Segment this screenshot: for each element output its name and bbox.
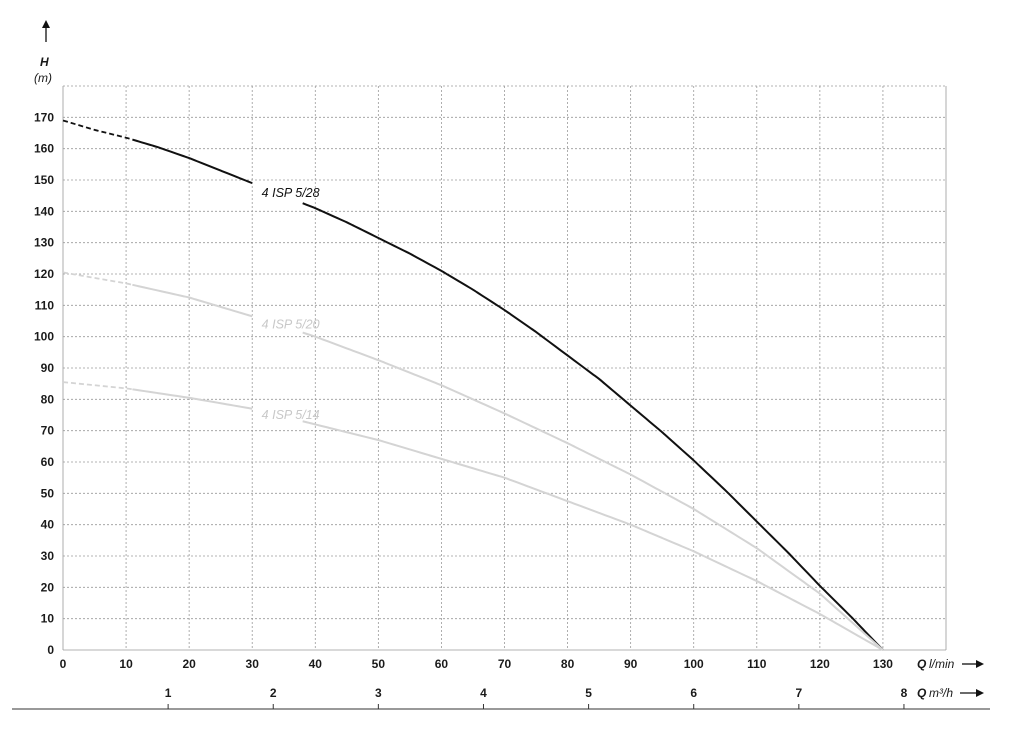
curves xyxy=(62,119,884,651)
y-axis-title: H (m) xyxy=(34,20,52,85)
x2-tick-label: 8 xyxy=(901,686,908,700)
x2-tick-label: 6 xyxy=(690,686,697,700)
series-label: 4 ISP 5/28 xyxy=(262,186,320,200)
x2-axis-ticks: 1 2 3 4 5 6 7 8 xyxy=(165,686,908,709)
y-tick-label: 50 xyxy=(41,486,55,500)
x2-tick-label: 4 xyxy=(480,686,487,700)
series-line-dashed xyxy=(62,271,133,286)
y-tick-label: 30 xyxy=(41,549,55,563)
y-axis-label: H xyxy=(40,55,49,69)
series-label: 4 ISP 5/20 xyxy=(262,317,320,331)
x-tick-label: 30 xyxy=(246,657,260,671)
x2-tick-label: 2 xyxy=(270,686,277,700)
y-tick-label: 80 xyxy=(41,392,55,406)
x2-tick-label: 5 xyxy=(585,686,592,700)
y-tick-label: 170 xyxy=(34,110,54,124)
series-label: 4 ISP 5/14 xyxy=(262,408,320,422)
series-line-dashed xyxy=(62,381,133,391)
series-line xyxy=(302,202,884,651)
x2-tick-label: 7 xyxy=(795,686,802,700)
y-axis-ticks: 0 10 20 30 40 50 60 70 80 90 100 110 120 130 140 150 160… xyxy=(34,110,54,657)
y-tick-label: 110 xyxy=(35,298,55,312)
x-tick-label: 100 xyxy=(684,657,704,671)
x-axis-label: Q xyxy=(917,657,927,671)
series-line xyxy=(132,283,253,318)
y-tick-label: 90 xyxy=(41,361,55,375)
x2-axis-title: Q m³/h xyxy=(917,686,984,700)
y-axis-unit: (m) xyxy=(34,71,52,85)
x-tick-label: 20 xyxy=(182,657,196,671)
y-tick-label: 70 xyxy=(41,424,55,438)
curve-labels: 4 ISP 5/28 4 ISP 5/20 4 ISP 5/14 xyxy=(262,186,320,422)
y-tick-label: 150 xyxy=(34,173,54,187)
x-tick-label: 80 xyxy=(561,657,575,671)
y-tick-label: 100 xyxy=(34,330,54,344)
y-tick-label: 130 xyxy=(34,236,54,250)
series-line xyxy=(132,138,253,185)
x-tick-label: 130 xyxy=(873,657,893,671)
y-tick-label: 40 xyxy=(41,518,55,532)
x-tick-label: 70 xyxy=(498,657,512,671)
x2-axis-label: Q xyxy=(917,686,927,700)
y-tick-label: 120 xyxy=(34,267,54,281)
x2-tick-label: 3 xyxy=(375,686,382,700)
y-tick-label: 10 xyxy=(41,612,55,626)
y-tick-label: 20 xyxy=(41,580,55,594)
y-tick-label: 0 xyxy=(47,643,54,657)
x-tick-label: 90 xyxy=(624,657,638,671)
y-tick-label: 140 xyxy=(34,204,54,218)
y-tick-label: 160 xyxy=(34,142,54,156)
x2-axis-arrowhead-icon xyxy=(976,689,984,697)
series-line-dashed xyxy=(62,119,133,141)
x-tick-label: 10 xyxy=(119,657,133,671)
y-tick-label: 60 xyxy=(41,455,55,469)
x-axis-unit: l/min xyxy=(929,657,955,671)
x-tick-label: 40 xyxy=(309,657,323,671)
x2-axis-unit: m³/h xyxy=(929,686,953,700)
series-line xyxy=(132,388,253,410)
x-tick-label: 120 xyxy=(810,657,830,671)
y-axis-arrowhead-icon xyxy=(42,20,50,28)
x-axis-title: Q l/min xyxy=(917,657,984,671)
x-tick-label: 110 xyxy=(747,657,767,671)
grid xyxy=(62,85,947,651)
x-tick-label: 50 xyxy=(372,657,386,671)
x-axis-ticks: 0 10 20 30 40 50 60 70 80 90 100 110 120 130 xyxy=(60,657,894,671)
x2-tick-label: 1 xyxy=(165,686,172,700)
series-line xyxy=(302,420,884,651)
x-axis-arrowhead-icon xyxy=(976,660,984,668)
x-tick-label: 60 xyxy=(435,657,449,671)
series-line xyxy=(302,331,884,651)
x-tick-label: 0 xyxy=(60,657,67,671)
